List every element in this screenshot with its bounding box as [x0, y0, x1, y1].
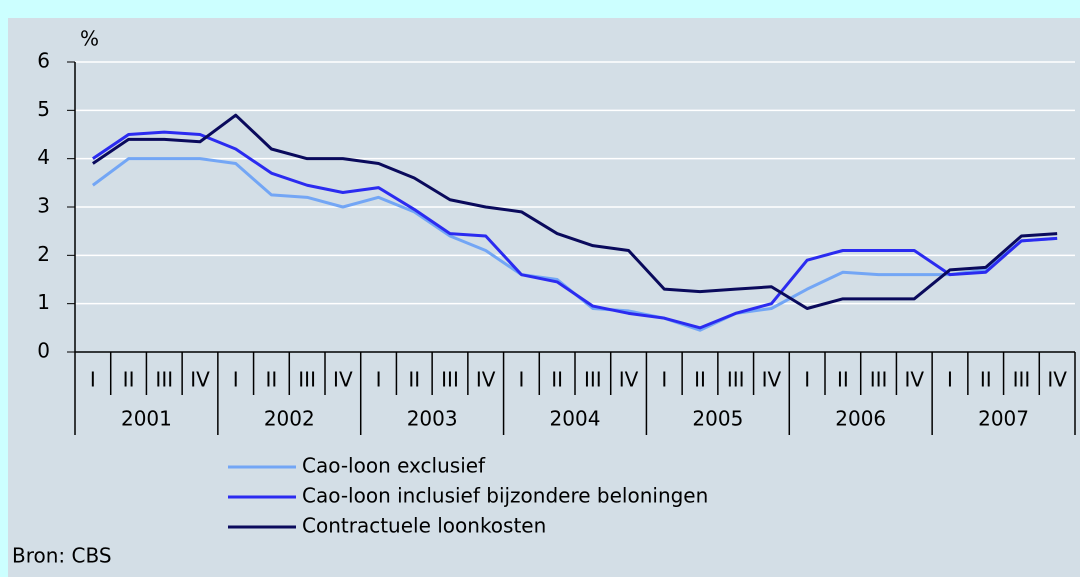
x-tick-label: I	[518, 368, 524, 392]
y-tick-label: 4	[37, 145, 50, 169]
x-tick-label: II	[694, 368, 706, 392]
x-tick-label: III	[155, 368, 173, 392]
year-label: 2006	[835, 407, 886, 431]
legend-label: Cao-loon exclusief	[302, 454, 486, 478]
year-label: 2001	[121, 407, 172, 431]
x-tick-label: II	[837, 368, 849, 392]
x-tick-label: II	[551, 368, 563, 392]
year-label: 2004	[550, 407, 601, 431]
x-tick-label: III	[870, 368, 888, 392]
year-label: 2007	[978, 407, 1029, 431]
year-label: 2005	[692, 407, 743, 431]
x-tick-label: I	[661, 368, 667, 392]
x-tick-label: I	[804, 368, 810, 392]
series-line	[92, 113, 1058, 310]
x-tick-label: I	[947, 368, 953, 392]
x-tick-label: IV	[190, 368, 210, 392]
y-tick-label: 3	[37, 194, 50, 218]
x-tick-label: I	[376, 368, 382, 392]
year-label: 2003	[407, 407, 458, 431]
series-line	[92, 130, 1058, 330]
x-tick-label: III	[584, 368, 602, 392]
x-tick-label: I	[90, 368, 96, 392]
x-tick-label: IV	[762, 368, 782, 392]
x-tick-label: III	[727, 368, 745, 392]
x-tick-label: IV	[476, 368, 496, 392]
x-tick-label: III	[298, 368, 316, 392]
x-tick-label: I	[233, 368, 239, 392]
x-tick-label: IV	[333, 368, 353, 392]
source: Bron: CBS	[12, 544, 112, 568]
x-tick-label: III	[441, 368, 459, 392]
x-tick-label: II	[266, 368, 278, 392]
x-tick-label: II	[408, 368, 420, 392]
legend-label: Cao-loon inclusief bijzondere beloningen	[302, 484, 708, 508]
y-tick-label: 5	[37, 97, 50, 121]
x-tick-label: IV	[1047, 368, 1067, 392]
x-tick-label: IV	[619, 368, 639, 392]
x-tick-label: III	[1013, 368, 1031, 392]
year-label: 2002	[264, 407, 315, 431]
y-tick-label: 1	[37, 290, 50, 314]
y-tick-label: 2	[37, 242, 50, 266]
y-tick-label: 6	[37, 49, 50, 73]
legend-label: Contractuele loonkosten	[302, 514, 546, 538]
x-tick-label: II	[980, 368, 992, 392]
x-tick-label: IV	[904, 368, 924, 392]
x-tick-label: II	[123, 368, 135, 392]
y-tick-label: 0	[37, 339, 50, 363]
y-unit: %	[80, 27, 99, 51]
